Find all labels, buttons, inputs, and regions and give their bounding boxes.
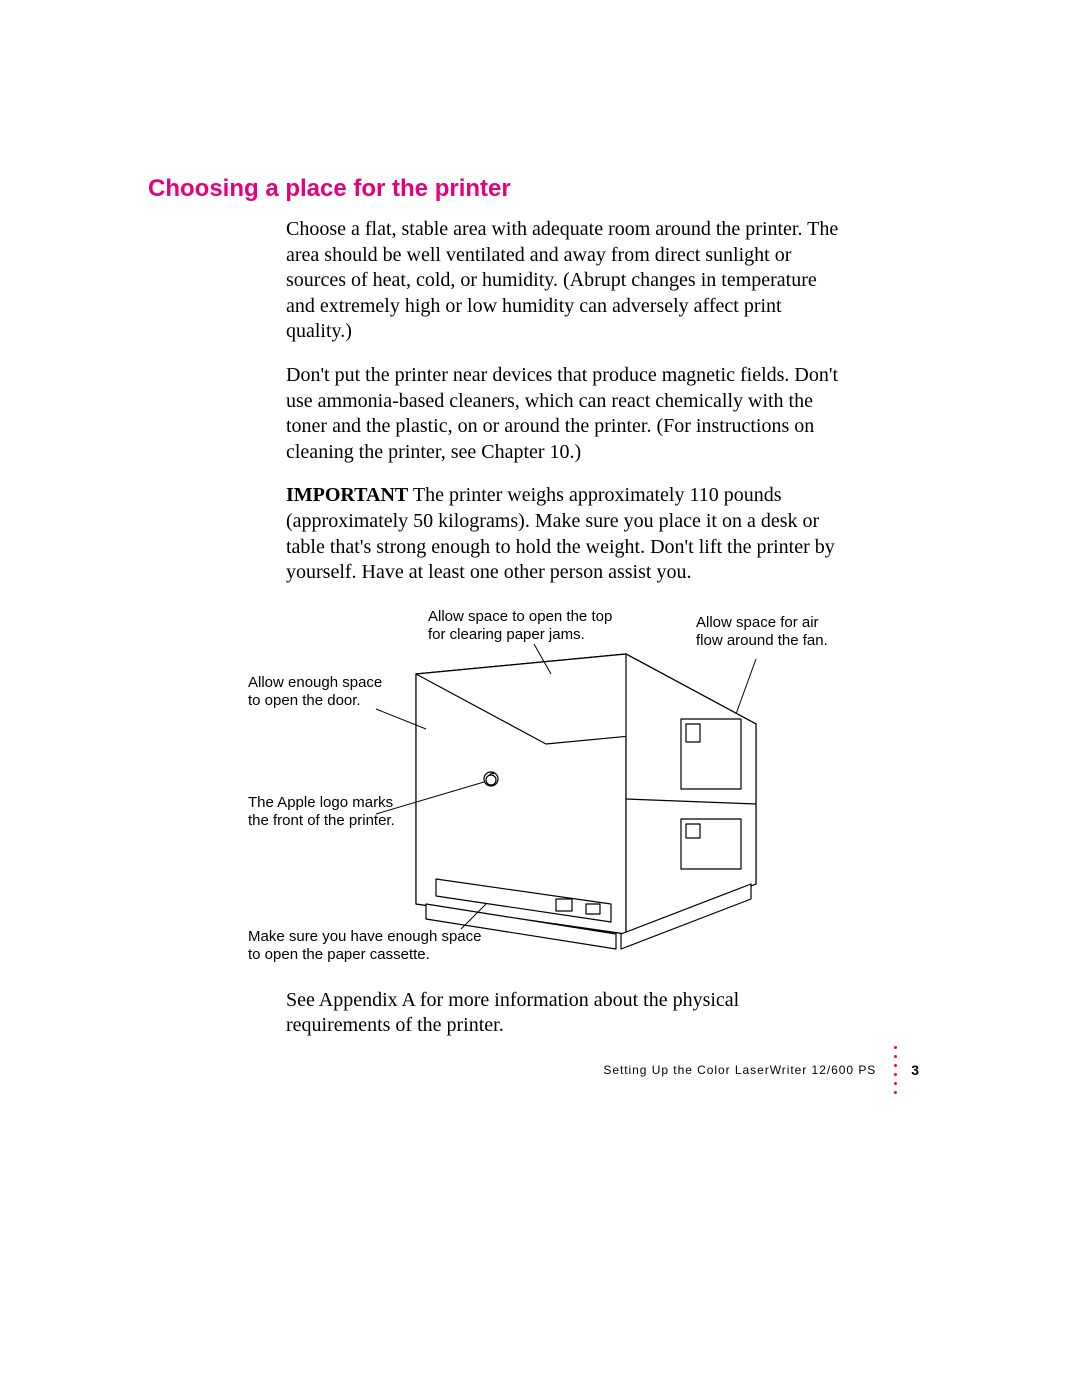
page-number: 3 <box>911 1062 920 1078</box>
callout-door: Allow enough space to open the door. <box>248 674 398 712</box>
section-heading: Choosing a place for the printer <box>148 175 920 203</box>
body-text-block-2: See Appendix A for more information abou… <box>286 988 846 1039</box>
footer-dots <box>894 1043 897 1097</box>
callout-cassette: Make sure you have enough space to open … <box>248 928 498 966</box>
page-footer: Setting Up the Color LaserWriter 12/600 … <box>603 1043 920 1097</box>
dot-icon <box>894 1082 897 1085</box>
dot-icon <box>894 1073 897 1076</box>
printer-illustration <box>286 604 866 974</box>
paragraph-1: Choose a flat, stable area with adequate… <box>286 217 846 345</box>
callout-logo: The Apple logo marks the front of the pr… <box>248 794 408 832</box>
document-page: Choosing a place for the printer Choose … <box>0 0 1080 1397</box>
body-text-block: Choose a flat, stable area with adequate… <box>286 217 846 586</box>
footer-text: Setting Up the Color LaserWriter 12/600 … <box>603 1063 876 1077</box>
callout-fan: Allow space for air flow around the fan. <box>696 614 846 652</box>
paragraph-3: IMPORTANT The printer weighs approximate… <box>286 483 846 585</box>
dot-icon <box>894 1055 897 1058</box>
callout-top: Allow space to open the top for clearing… <box>428 608 628 646</box>
paragraph-2: Don't put the printer near devices that … <box>286 363 846 465</box>
dot-icon <box>894 1064 897 1067</box>
dot-icon <box>894 1046 897 1049</box>
important-label: IMPORTANT <box>286 484 408 506</box>
paragraph-4: See Appendix A for more information abou… <box>286 988 846 1039</box>
dot-icon <box>894 1091 897 1094</box>
printer-diagram: Allow space to open the top for clearing… <box>286 604 866 974</box>
